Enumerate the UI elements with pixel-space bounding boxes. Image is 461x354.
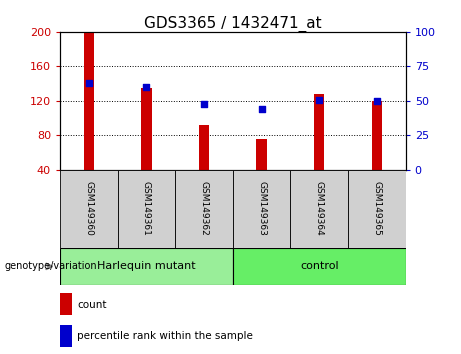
- Text: count: count: [77, 299, 106, 310]
- Text: GSM149365: GSM149365: [372, 181, 381, 236]
- Bar: [118, 170, 175, 248]
- Text: Harlequin mutant: Harlequin mutant: [97, 261, 195, 272]
- Text: percentile rank within the sample: percentile rank within the sample: [77, 331, 253, 342]
- Bar: [175, 170, 233, 248]
- Point: [373, 98, 381, 104]
- Bar: [233, 170, 290, 248]
- Bar: [314, 94, 325, 170]
- Bar: [60, 293, 72, 315]
- Text: GSM149364: GSM149364: [315, 182, 324, 236]
- Bar: [199, 125, 209, 170]
- Bar: [348, 170, 406, 248]
- Bar: [60, 170, 118, 248]
- Text: GSM149361: GSM149361: [142, 181, 151, 236]
- Bar: [83, 32, 94, 170]
- Text: genotype/variation: genotype/variation: [5, 261, 97, 272]
- Bar: [141, 88, 152, 170]
- Text: GSM149363: GSM149363: [257, 181, 266, 236]
- Point: [85, 80, 92, 86]
- Bar: [60, 248, 233, 285]
- Title: GDS3365 / 1432471_at: GDS3365 / 1432471_at: [144, 16, 322, 32]
- Point: [200, 101, 207, 107]
- Bar: [233, 248, 406, 285]
- Point: [258, 106, 266, 112]
- Bar: [60, 325, 72, 347]
- Text: control: control: [300, 261, 338, 272]
- Text: GSM149360: GSM149360: [84, 181, 93, 236]
- Bar: [256, 139, 267, 170]
- Point: [315, 97, 323, 102]
- Text: GSM149362: GSM149362: [200, 182, 208, 236]
- Bar: [372, 101, 382, 170]
- Point: [142, 84, 150, 90]
- Bar: [290, 170, 348, 248]
